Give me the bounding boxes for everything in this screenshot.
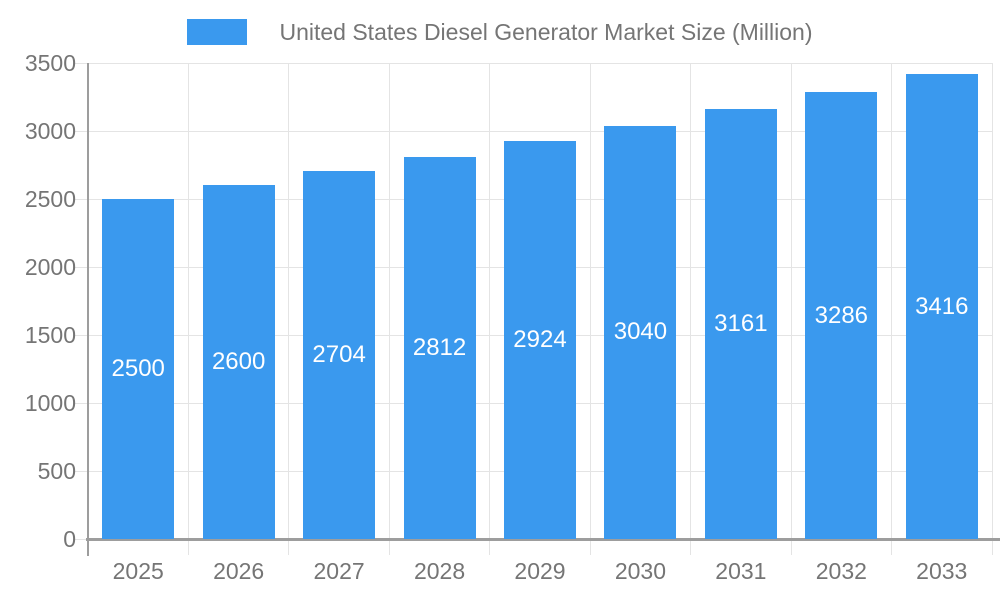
x-axis-tick-label: 2031 <box>715 558 767 584</box>
bar-value-label: 2500 <box>111 355 165 382</box>
bar-2029[interactable]: 2924 <box>504 141 576 539</box>
y-axis-tick <box>74 266 88 268</box>
bar-2028[interactable]: 2812 <box>403 156 476 539</box>
gridline-vertical <box>891 63 893 539</box>
x-axis-line <box>86 538 1000 541</box>
x-axis-tick <box>388 539 390 555</box>
x-axis-tick <box>288 539 290 555</box>
bar-2027[interactable]: 2704 <box>303 171 376 539</box>
bar-value-label: 3286 <box>814 301 869 329</box>
bar-value-label: 3040 <box>613 318 668 346</box>
legend-label: United States Diesel Generator Market Si… <box>279 19 813 45</box>
gridline-vertical <box>187 63 189 539</box>
y-axis-tick-label: 2500 <box>24 186 76 212</box>
y-axis-tick-label: 1000 <box>24 390 76 416</box>
bar-2032[interactable]: 3286 <box>805 92 878 539</box>
bar-2025[interactable]: 2500 <box>102 199 175 539</box>
x-axis-tick <box>790 539 792 555</box>
gridline-vertical <box>991 63 993 539</box>
gridline-vertical <box>790 63 792 539</box>
gridline-vertical <box>288 63 290 539</box>
gridline-horizontal <box>88 62 992 64</box>
y-axis-tick <box>74 62 88 64</box>
y-axis-tick-label: 1500 <box>24 322 76 348</box>
x-axis-tick-label: 2030 <box>614 558 667 584</box>
y-axis-tick <box>74 538 88 540</box>
gridline-horizontal <box>88 130 992 132</box>
y-axis-tick-label: 3000 <box>24 118 76 144</box>
x-axis-tick <box>187 539 189 555</box>
legend-item[interactable]: United States Diesel Generator Market Si… <box>187 19 813 45</box>
bar-value-label: 2600 <box>211 348 266 376</box>
y-axis-line <box>87 63 89 556</box>
x-axis-tick <box>489 539 491 555</box>
y-axis-tick-label: 500 <box>37 458 76 484</box>
x-axis-tick-label: 2028 <box>413 558 466 584</box>
x-axis-tick-label: 2027 <box>313 558 365 584</box>
y-axis-tick <box>74 402 88 404</box>
bar-value-label: 3416 <box>915 292 969 320</box>
y-axis-tick <box>74 334 88 336</box>
legend-swatch-icon <box>187 19 248 45</box>
legend: United States Diesel Generator Market Si… <box>0 19 1000 45</box>
x-axis-tick-label: 2029 <box>514 558 566 584</box>
y-axis-tick <box>74 198 88 200</box>
bar-value-label: 2924 <box>513 326 567 354</box>
x-axis-tick <box>891 539 893 555</box>
bar-2026[interactable]: 2600 <box>202 185 275 539</box>
y-axis-tick <box>74 130 88 132</box>
bar-value-label: 2704 <box>312 341 366 369</box>
bar-value-label: 2812 <box>412 333 467 361</box>
gridline-vertical <box>489 63 491 539</box>
x-axis-tick <box>690 539 692 555</box>
y-axis-tick-label: 0 <box>63 526 76 552</box>
y-axis-tick-label: 2000 <box>24 254 76 280</box>
x-axis-tick <box>991 539 993 555</box>
x-axis-tick-label: 2032 <box>815 558 867 584</box>
x-axis-tick-label: 2026 <box>213 558 265 584</box>
x-axis-tick <box>589 539 591 555</box>
x-axis-tick-label: 2025 <box>112 558 164 584</box>
bar-2033[interactable]: 3416 <box>905 74 978 539</box>
y-axis-tick-label: 3500 <box>24 50 76 76</box>
bar-2031[interactable]: 3161 <box>704 109 777 539</box>
gridline-vertical <box>589 63 591 539</box>
gridline-vertical <box>690 63 692 539</box>
bar-value-label: 3161 <box>714 310 768 338</box>
y-axis-tick <box>74 470 88 472</box>
bar-2030[interactable]: 3040 <box>604 125 677 539</box>
gridline-vertical <box>388 63 390 539</box>
x-axis-tick-label: 2033 <box>916 558 968 584</box>
